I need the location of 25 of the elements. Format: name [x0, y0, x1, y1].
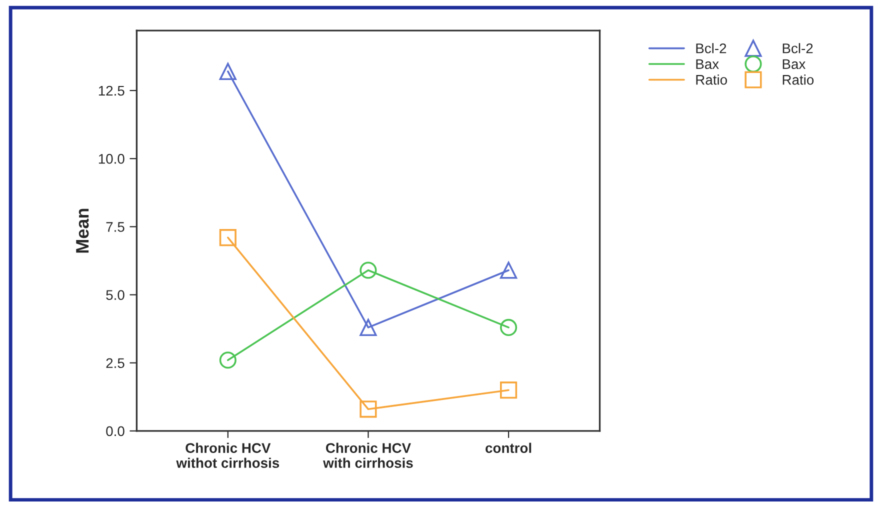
point [360, 318, 377, 336]
y-axis-title: Mean [76, 208, 89, 253]
y-tick-label: 12.5 [98, 86, 124, 96]
x-tick-label: Chronic HCV withot cirrhosis [176, 442, 280, 468]
legend-label: Bax [696, 59, 719, 70]
x-tick-label: control [486, 442, 532, 453]
y-tick-label: 10.0 [98, 154, 124, 164]
point [219, 229, 236, 246]
y-tick-label: 5.0 [106, 290, 124, 300]
text: Ratio [782, 74, 814, 85]
text: Bcl-2 [782, 43, 813, 54]
y-tick-label: 7.5 [106, 222, 124, 232]
point [360, 262, 377, 279]
point [360, 400, 377, 418]
text: Bax [782, 59, 806, 70]
y-tick-label: 0.0 [106, 426, 124, 436]
point [500, 262, 518, 279]
legend-label: Bcl-2 [696, 43, 726, 54]
point [500, 382, 518, 399]
point [500, 318, 518, 336]
point [219, 352, 236, 369]
point [219, 62, 236, 80]
x-tick-label: Chronic HCV with cirrhosis [323, 442, 413, 468]
legend-label: Ratio [696, 74, 727, 85]
y-tick-label: 2.5 [106, 358, 124, 368]
